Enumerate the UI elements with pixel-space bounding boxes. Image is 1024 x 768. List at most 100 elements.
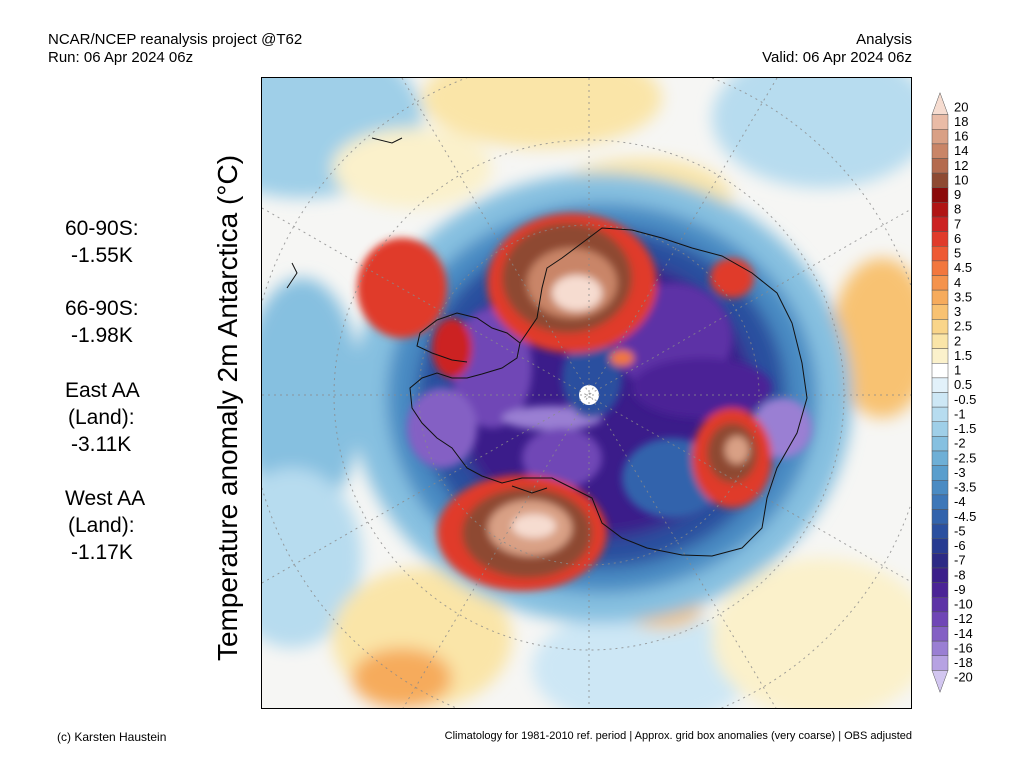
colorbar-tick-label: -3 — [954, 465, 966, 480]
colorbar-tick-label: 6 — [954, 231, 961, 246]
credit: (c) Karsten Haustein — [57, 730, 167, 744]
colorbar-box — [931, 655, 949, 671]
colorbar-tick-label: 0.5 — [954, 377, 972, 392]
colorbar-box — [931, 611, 949, 627]
colorbar-box — [931, 216, 949, 232]
stat-sublabel: (Land): — [68, 406, 135, 429]
colorbar-box — [931, 91, 949, 115]
colorbar-box — [931, 406, 949, 422]
colorbar-tick-label: -10 — [954, 597, 973, 612]
colorbar-box — [931, 143, 949, 159]
colorbar-box — [931, 480, 949, 496]
colorbar-tick-label: -4 — [954, 494, 966, 509]
colorbar-box — [931, 421, 949, 437]
colorbar-box — [931, 348, 949, 364]
stat-label: 66-90S: — [65, 297, 139, 320]
colorbar-box — [931, 465, 949, 481]
colorbar-box — [931, 670, 949, 694]
colorbar-box — [931, 333, 949, 349]
stat-value: -3.11K — [71, 433, 132, 456]
colorbar-box — [931, 246, 949, 262]
colorbar-tick-label: -20 — [954, 670, 973, 685]
colorbar-box — [931, 172, 949, 188]
colorbar-tick-label: -4.5 — [954, 509, 976, 524]
stat-label: East AA — [65, 379, 140, 402]
colorbar-tick-label: -3.5 — [954, 480, 976, 495]
stat-value: -1.55K — [71, 244, 133, 267]
stat-60-90s: 60-90S: -1.55K — [65, 215, 139, 269]
colorbar-box — [931, 187, 949, 203]
colorbar-tick-label: 3.5 — [954, 289, 972, 304]
colorbar-box — [931, 436, 949, 452]
stat-sublabel: (Land): — [68, 514, 135, 537]
colorbar-box — [931, 567, 949, 583]
analysis-label: Analysis — [856, 31, 912, 48]
colorbar: 201816141210987654.543.532.521.510.5-0.5… — [931, 91, 976, 694]
colorbar-tick-label: -9 — [954, 582, 966, 597]
colorbar-tick-label: 2.5 — [954, 319, 972, 334]
colorbar-box — [931, 377, 949, 393]
colorbar-tick-label: -5 — [954, 523, 966, 538]
colorbar-box — [931, 260, 949, 276]
colorbar-box — [931, 553, 949, 569]
model-title: NCAR/NCEP reanalysis project @T62 — [48, 31, 303, 48]
colorbar-tick-label: -0.5 — [954, 392, 976, 407]
colorbar-box — [931, 640, 949, 656]
colorbar-box — [931, 202, 949, 218]
stat-66-90s: 66-90S: -1.98K — [65, 295, 139, 349]
colorbar-box — [931, 582, 949, 598]
colorbar-tick-label: 1 — [954, 363, 961, 378]
colorbar-box — [931, 114, 949, 130]
colorbar-tick-label: -2.5 — [954, 450, 976, 465]
stat-west-aa: West AA (Land): -1.17K — [65, 485, 145, 566]
colorbar-tick-label: -1.5 — [954, 421, 976, 436]
colorbar-tick-label: 1.5 — [954, 348, 972, 363]
map-svg — [262, 78, 911, 708]
colorbar-tick-label: 14 — [954, 143, 968, 158]
colorbar-tick-label: -2 — [954, 436, 966, 451]
stat-label: 60-90S: — [65, 217, 139, 240]
colorbar-box — [931, 363, 949, 379]
colorbar-tick-label: -1 — [954, 406, 966, 421]
stat-east-aa: East AA (Land): -3.11K — [65, 377, 140, 458]
colorbar-tick-label: 10 — [954, 172, 968, 187]
colorbar-tick-label: -12 — [954, 611, 973, 626]
colorbar-box — [931, 129, 949, 145]
colorbar-tick-label: 20 — [954, 99, 968, 114]
colorbar-box — [931, 509, 949, 525]
colorbar-tick-label: -7 — [954, 553, 966, 568]
colorbar-tick-label: 4 — [954, 275, 961, 290]
colorbar-box — [931, 538, 949, 554]
colorbar-box — [931, 304, 949, 320]
colorbar-tick-label: 16 — [954, 129, 968, 144]
header-right: Analysis Valid: 06 Apr 2024 06z — [762, 31, 912, 67]
colorbar-box — [931, 392, 949, 408]
run-time: Run: 06 Apr 2024 06z — [48, 49, 194, 66]
footnote: Climatology for 1981-2010 ref. period | … — [444, 730, 912, 742]
colorbar-tick-label: 3 — [954, 304, 961, 319]
stat-value: -1.17K — [71, 541, 133, 564]
colorbar-box — [931, 523, 949, 539]
colorbar-box — [931, 450, 949, 466]
colorbar-box — [931, 319, 949, 335]
colorbar-box — [931, 158, 949, 174]
valid-time: Valid: 06 Apr 2024 06z — [762, 49, 912, 66]
stat-label: West AA — [65, 487, 146, 510]
colorbar-tick-label: 18 — [954, 114, 968, 129]
stat-value: -1.98K — [71, 324, 133, 347]
anomaly-map — [261, 77, 912, 709]
header-left: NCAR/NCEP reanalysis project @T62 Run: 0… — [48, 31, 302, 67]
colorbar-tick-label: -8 — [954, 567, 966, 582]
colorbar-tick-label: -6 — [954, 538, 966, 553]
colorbar-tick-label: 5 — [954, 246, 961, 261]
colorbar-box — [931, 289, 949, 305]
colorbar-tick-label: 8 — [954, 202, 961, 217]
colorbar-tick-label: 12 — [954, 158, 968, 173]
y-axis-label: Temperature anomaly 2m Antarctica (°C) — [212, 154, 243, 662]
colorbar-tick-label: 7 — [954, 216, 961, 231]
colorbar-tick-label: 4.5 — [954, 260, 972, 275]
colorbar-box — [931, 275, 949, 291]
colorbar-tick-label: -16 — [954, 640, 973, 655]
colorbar-box — [931, 494, 949, 510]
colorbar-tick-label: -14 — [954, 626, 973, 641]
